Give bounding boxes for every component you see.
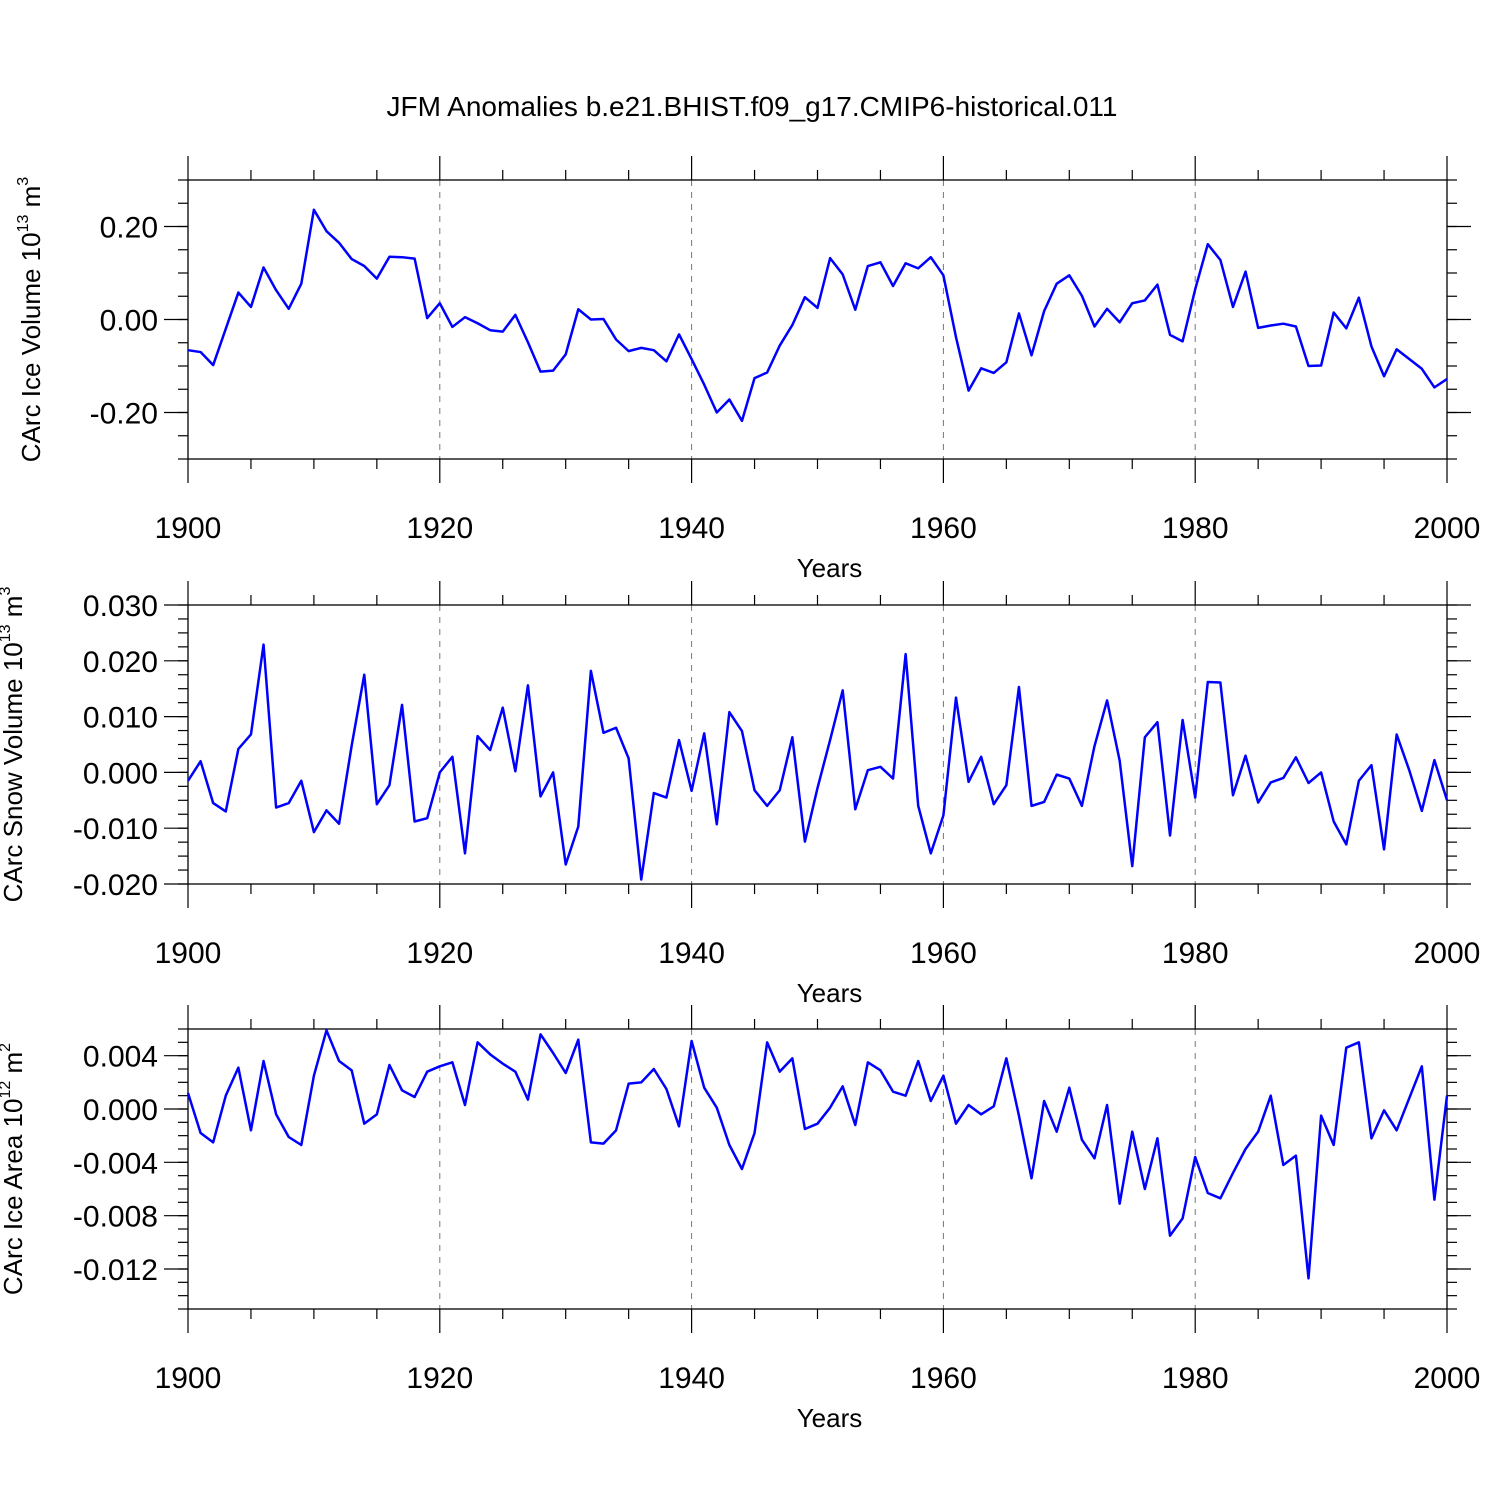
snow-volume-panel: -0.020 -0.010 0.000 0.010 0.020 0.030 1900 1920… xyxy=(0,581,1480,1008)
x-axis-label: Years xyxy=(797,553,863,583)
y-axis-label: CArc Ice Volume 1013 m3 xyxy=(15,177,46,462)
x-tick-label: 1960 xyxy=(910,937,977,970)
chart-title: JFM Anomalies b.e21.BHIST.f09_g17.CMIP6-… xyxy=(387,91,1118,122)
y-tick-label: -0.004 xyxy=(73,1147,158,1180)
y-tick-label: 0.020 xyxy=(83,646,158,679)
data-series-line xyxy=(187,208,1448,423)
data-series-line xyxy=(186,643,1449,881)
x-axis-label: Years xyxy=(797,1403,863,1433)
y-tick-label: -0.020 xyxy=(73,869,158,902)
y-tick-label: 0.030 xyxy=(83,590,158,623)
plot-frame xyxy=(187,1028,1448,1310)
y-tick-label: 0.010 xyxy=(83,702,158,735)
plot-frame xyxy=(187,179,1448,460)
x-tick-label: 1940 xyxy=(658,1362,725,1395)
y-tick-label: 0.000 xyxy=(83,1094,158,1127)
x-axis-label: Years xyxy=(797,978,863,1008)
plot-frame xyxy=(187,604,1448,885)
x-tick-label: 1980 xyxy=(1162,512,1229,545)
ice-volume-panel: -0.20 0.00 0.20 1900 1920 1940 1960 1980 2000 Yea… xyxy=(15,156,1480,583)
y-tick-label: -0.012 xyxy=(73,1254,158,1287)
x-tick-label: 1940 xyxy=(658,512,725,545)
x-tick-label: 2000 xyxy=(1414,1362,1481,1395)
y-tick-label: -0.20 xyxy=(90,398,158,431)
x-tick-label: 1960 xyxy=(910,1362,977,1395)
y-tick-label: -0.010 xyxy=(73,813,158,846)
x-tick-label: 1960 xyxy=(910,512,977,545)
x-tick-label: 1980 xyxy=(1162,1362,1229,1395)
x-tick-label: 2000 xyxy=(1414,937,1481,970)
x-tick-label: 1940 xyxy=(658,937,725,970)
ice-area-panel: -0.012 -0.008 -0.004 0.000 0.004 1900 1920 1940… xyxy=(0,1005,1480,1433)
y-tick-label: 0.000 xyxy=(83,757,158,790)
x-tick-label: 1900 xyxy=(155,1362,222,1395)
y-tick-label: 0.00 xyxy=(100,305,158,338)
x-tick-label: 1900 xyxy=(155,937,222,970)
x-tick-label: 1920 xyxy=(406,937,473,970)
y-tick-label: 0.20 xyxy=(100,212,158,245)
y-tick-label: 0.004 xyxy=(83,1041,158,1074)
x-tick-label: 1900 xyxy=(155,512,222,545)
x-tick-label: 2000 xyxy=(1414,512,1481,545)
y-axis-label: CArc Snow Volume 1013 m3 xyxy=(0,587,28,903)
data-series-line xyxy=(186,1029,1449,1280)
y-axis-label: CArc Ice Area 1012 m2 xyxy=(0,1043,28,1295)
x-tick-label: 1920 xyxy=(406,1362,473,1395)
x-tick-label: 1980 xyxy=(1162,937,1229,970)
x-tick-label: 1920 xyxy=(406,512,473,545)
y-tick-label: -0.008 xyxy=(73,1201,158,1234)
